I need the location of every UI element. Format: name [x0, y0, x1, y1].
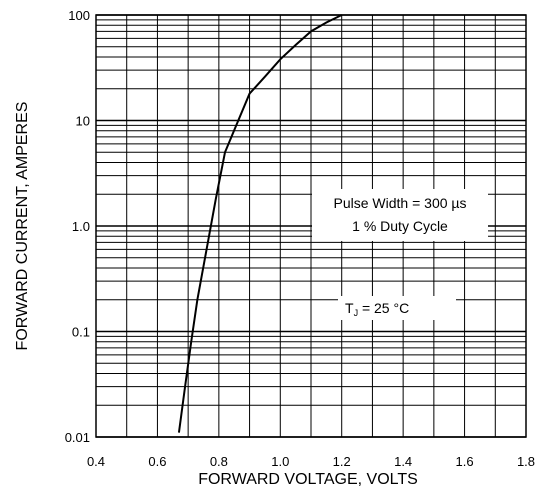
- x-tick-label: 0.6: [148, 454, 166, 469]
- pulse-width-text: Pulse Width = 300 µs: [334, 195, 467, 211]
- x-tick-labels: 0.4 0.6 0.8 1.0 1.2 1.4 1.6 1.8: [87, 454, 535, 469]
- y-tick-label: 1.0: [72, 219, 90, 234]
- y-tick-labels: 0.01 0.1 1.0 10 100: [65, 8, 90, 445]
- tj-suffix: = 25 °C: [358, 300, 409, 316]
- y-tick-label: 10: [76, 114, 90, 129]
- x-tick-label: 0.8: [210, 454, 228, 469]
- y-axis-title: FORWARD CURRENT, AMPERES: [14, 102, 31, 351]
- x-tick-label: 1.0: [271, 454, 289, 469]
- x-tick-label: 1.4: [394, 454, 412, 469]
- x-tick-label: 1.2: [333, 454, 351, 469]
- x-tick-label: 1.6: [456, 454, 474, 469]
- y-tick-label: 100: [68, 8, 90, 23]
- x-axis-title: FORWARD VOLTAGE, VOLTS: [198, 471, 418, 488]
- duty-cycle-text: 1 % Duty Cycle: [352, 218, 448, 234]
- x-tick-label: 0.4: [87, 454, 105, 469]
- y-tick-label: 0.01: [65, 430, 90, 445]
- x-tick-label: 1.8: [517, 454, 535, 469]
- y-tick-label: 0.1: [72, 325, 90, 340]
